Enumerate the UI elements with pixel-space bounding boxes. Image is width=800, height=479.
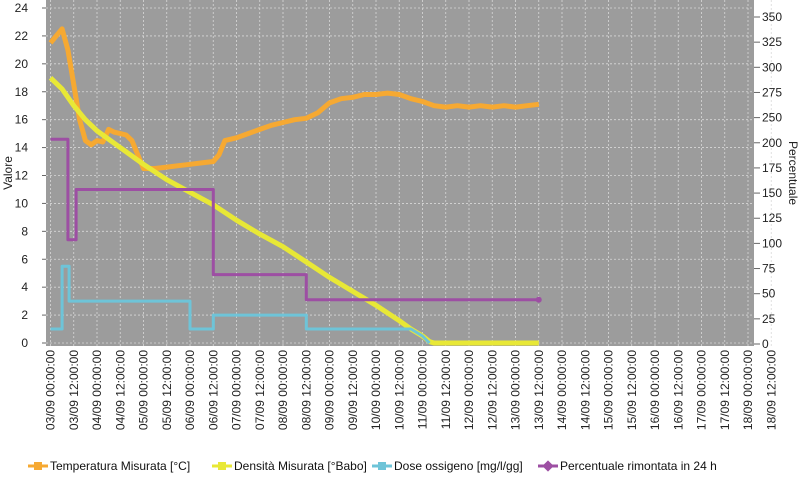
x-tick-label: 13/09 00:00:00	[509, 350, 523, 430]
y-tick-label: 20	[15, 57, 29, 71]
y-tick-label: 18	[15, 85, 29, 99]
y2-tick-label: 25	[762, 312, 776, 326]
y2-tick-label: 325	[762, 35, 782, 49]
y2-tick-label: 0	[762, 337, 769, 351]
y2-tick-label: 300	[762, 60, 782, 74]
series-line-1	[48, 26, 540, 171]
x-tick-label: 16/09 00:00:00	[648, 350, 662, 430]
right-axis: 0 25 50 75 100 125 150 175 200 250 275 300 325 350	[754, 10, 782, 351]
y2-tick-label: 75	[762, 262, 776, 276]
x-tick-label: 13/09 12:00:00	[532, 350, 546, 430]
x-tick-label: 08/09 12:00:00	[299, 350, 313, 430]
y-tick-label: 2	[21, 308, 28, 322]
x-tick-label: 06/09 12:00:00	[206, 350, 220, 430]
y2-tick-label: 350	[762, 10, 782, 24]
x-tick-label: 08/09 00:00:00	[276, 350, 290, 430]
y-tick-label: 22	[15, 29, 29, 43]
x-tick-label: 17/09 00:00:00	[695, 350, 709, 430]
y2-tick-label: 50	[762, 287, 776, 301]
x-tick-label: 09/09 00:00:00	[323, 350, 337, 430]
x-axis: 03/09 00:00:00 03/09 12:00:00 04/09 00:00:…	[44, 350, 779, 430]
x-tick-label: 05/09 00:00:00	[137, 350, 151, 430]
x-tick-label: 07/09 00:00:00	[230, 350, 244, 430]
x-tick-label: 14/09 12:00:00	[578, 350, 592, 430]
x-tick-label: 09/09 12:00:00	[346, 350, 360, 430]
x-tick-label: 03/09 12:00:00	[67, 350, 81, 430]
series-line-3	[50, 264, 431, 345]
x-tick-label: 18/09 12:00:00	[764, 350, 778, 430]
y-tick-label: 8	[21, 224, 28, 238]
x-tick-label: 03/09 00:00:00	[44, 350, 58, 430]
y2-tick-label: 150	[762, 186, 782, 200]
x-tick-label: 10/09 00:00:00	[369, 350, 383, 430]
x-tick-label: 11/09 12:00:00	[439, 350, 453, 430]
x-tick-label: 17/09 12:00:00	[718, 350, 732, 430]
series-end-marker	[535, 296, 542, 303]
legend: Temperatura Misurata [°C] Densità Misurat…	[28, 459, 717, 473]
y2-tick-label: 250	[762, 111, 782, 125]
x-tick-label: 15/09 00:00:00	[602, 350, 616, 430]
series-layer	[48, 26, 542, 346]
y-tick-label: 12	[15, 169, 29, 183]
y-tick-label: 16	[15, 113, 29, 127]
x-tick-label: 10/09 12:00:00	[392, 350, 406, 430]
x-tick-label: 11/09 00:00:00	[416, 350, 430, 430]
legend-swatch-marker	[542, 460, 554, 472]
legend-label: Dose ossigeno [mg/l/gg]	[394, 459, 523, 473]
x-tick-label: 05/09 12:00:00	[160, 350, 174, 430]
y-tick-label: 0	[21, 336, 28, 350]
legend-label: Temperatura Misurata [°C]	[50, 459, 190, 473]
y-axis-label: Valore	[1, 156, 15, 190]
y-tick-label: 4	[21, 280, 28, 294]
x-tick-label: 04/09 12:00:00	[113, 350, 127, 430]
y2-axis-label: Percentuale	[786, 141, 800, 205]
legend-swatch-marker	[218, 462, 226, 470]
y2-tick-label: 125	[762, 211, 782, 225]
series-line-4	[50, 137, 539, 302]
y-tick-label: 14	[15, 141, 29, 155]
legend-label: Percentuale rimontata in 24 h	[560, 459, 717, 473]
x-tick-label: 16/09 12:00:00	[671, 350, 685, 430]
legend-label: Densità Misurata [°Babo]	[234, 459, 367, 473]
y2-tick-label: 175	[762, 161, 782, 175]
x-tick-label: 12/09 00:00:00	[462, 350, 476, 430]
y-tick-label: 24	[15, 1, 29, 15]
x-tick-label: 15/09 12:00:00	[625, 350, 639, 430]
x-tick-label: 14/09 00:00:00	[555, 350, 569, 430]
grid	[46, 0, 772, 346]
y2-tick-label: 275	[762, 85, 782, 99]
x-tick-label: 07/09 12:00:00	[253, 350, 267, 430]
plot-area	[46, 0, 754, 346]
y2-tick-label: 100	[762, 236, 782, 250]
y-tick-label: 6	[21, 252, 28, 266]
legend-swatch-marker	[378, 462, 386, 470]
legend-swatch-marker	[34, 462, 42, 470]
x-tick-label: 06/09 00:00:00	[183, 350, 197, 430]
y2-tick-label: 200	[762, 136, 782, 150]
x-tick-label: 04/09 00:00:00	[90, 350, 104, 430]
y-tick-label: 10	[15, 196, 29, 210]
x-tick-label: 18/09 00:00:00	[741, 350, 755, 430]
x-tick-label: 12/09 12:00:00	[485, 350, 499, 430]
